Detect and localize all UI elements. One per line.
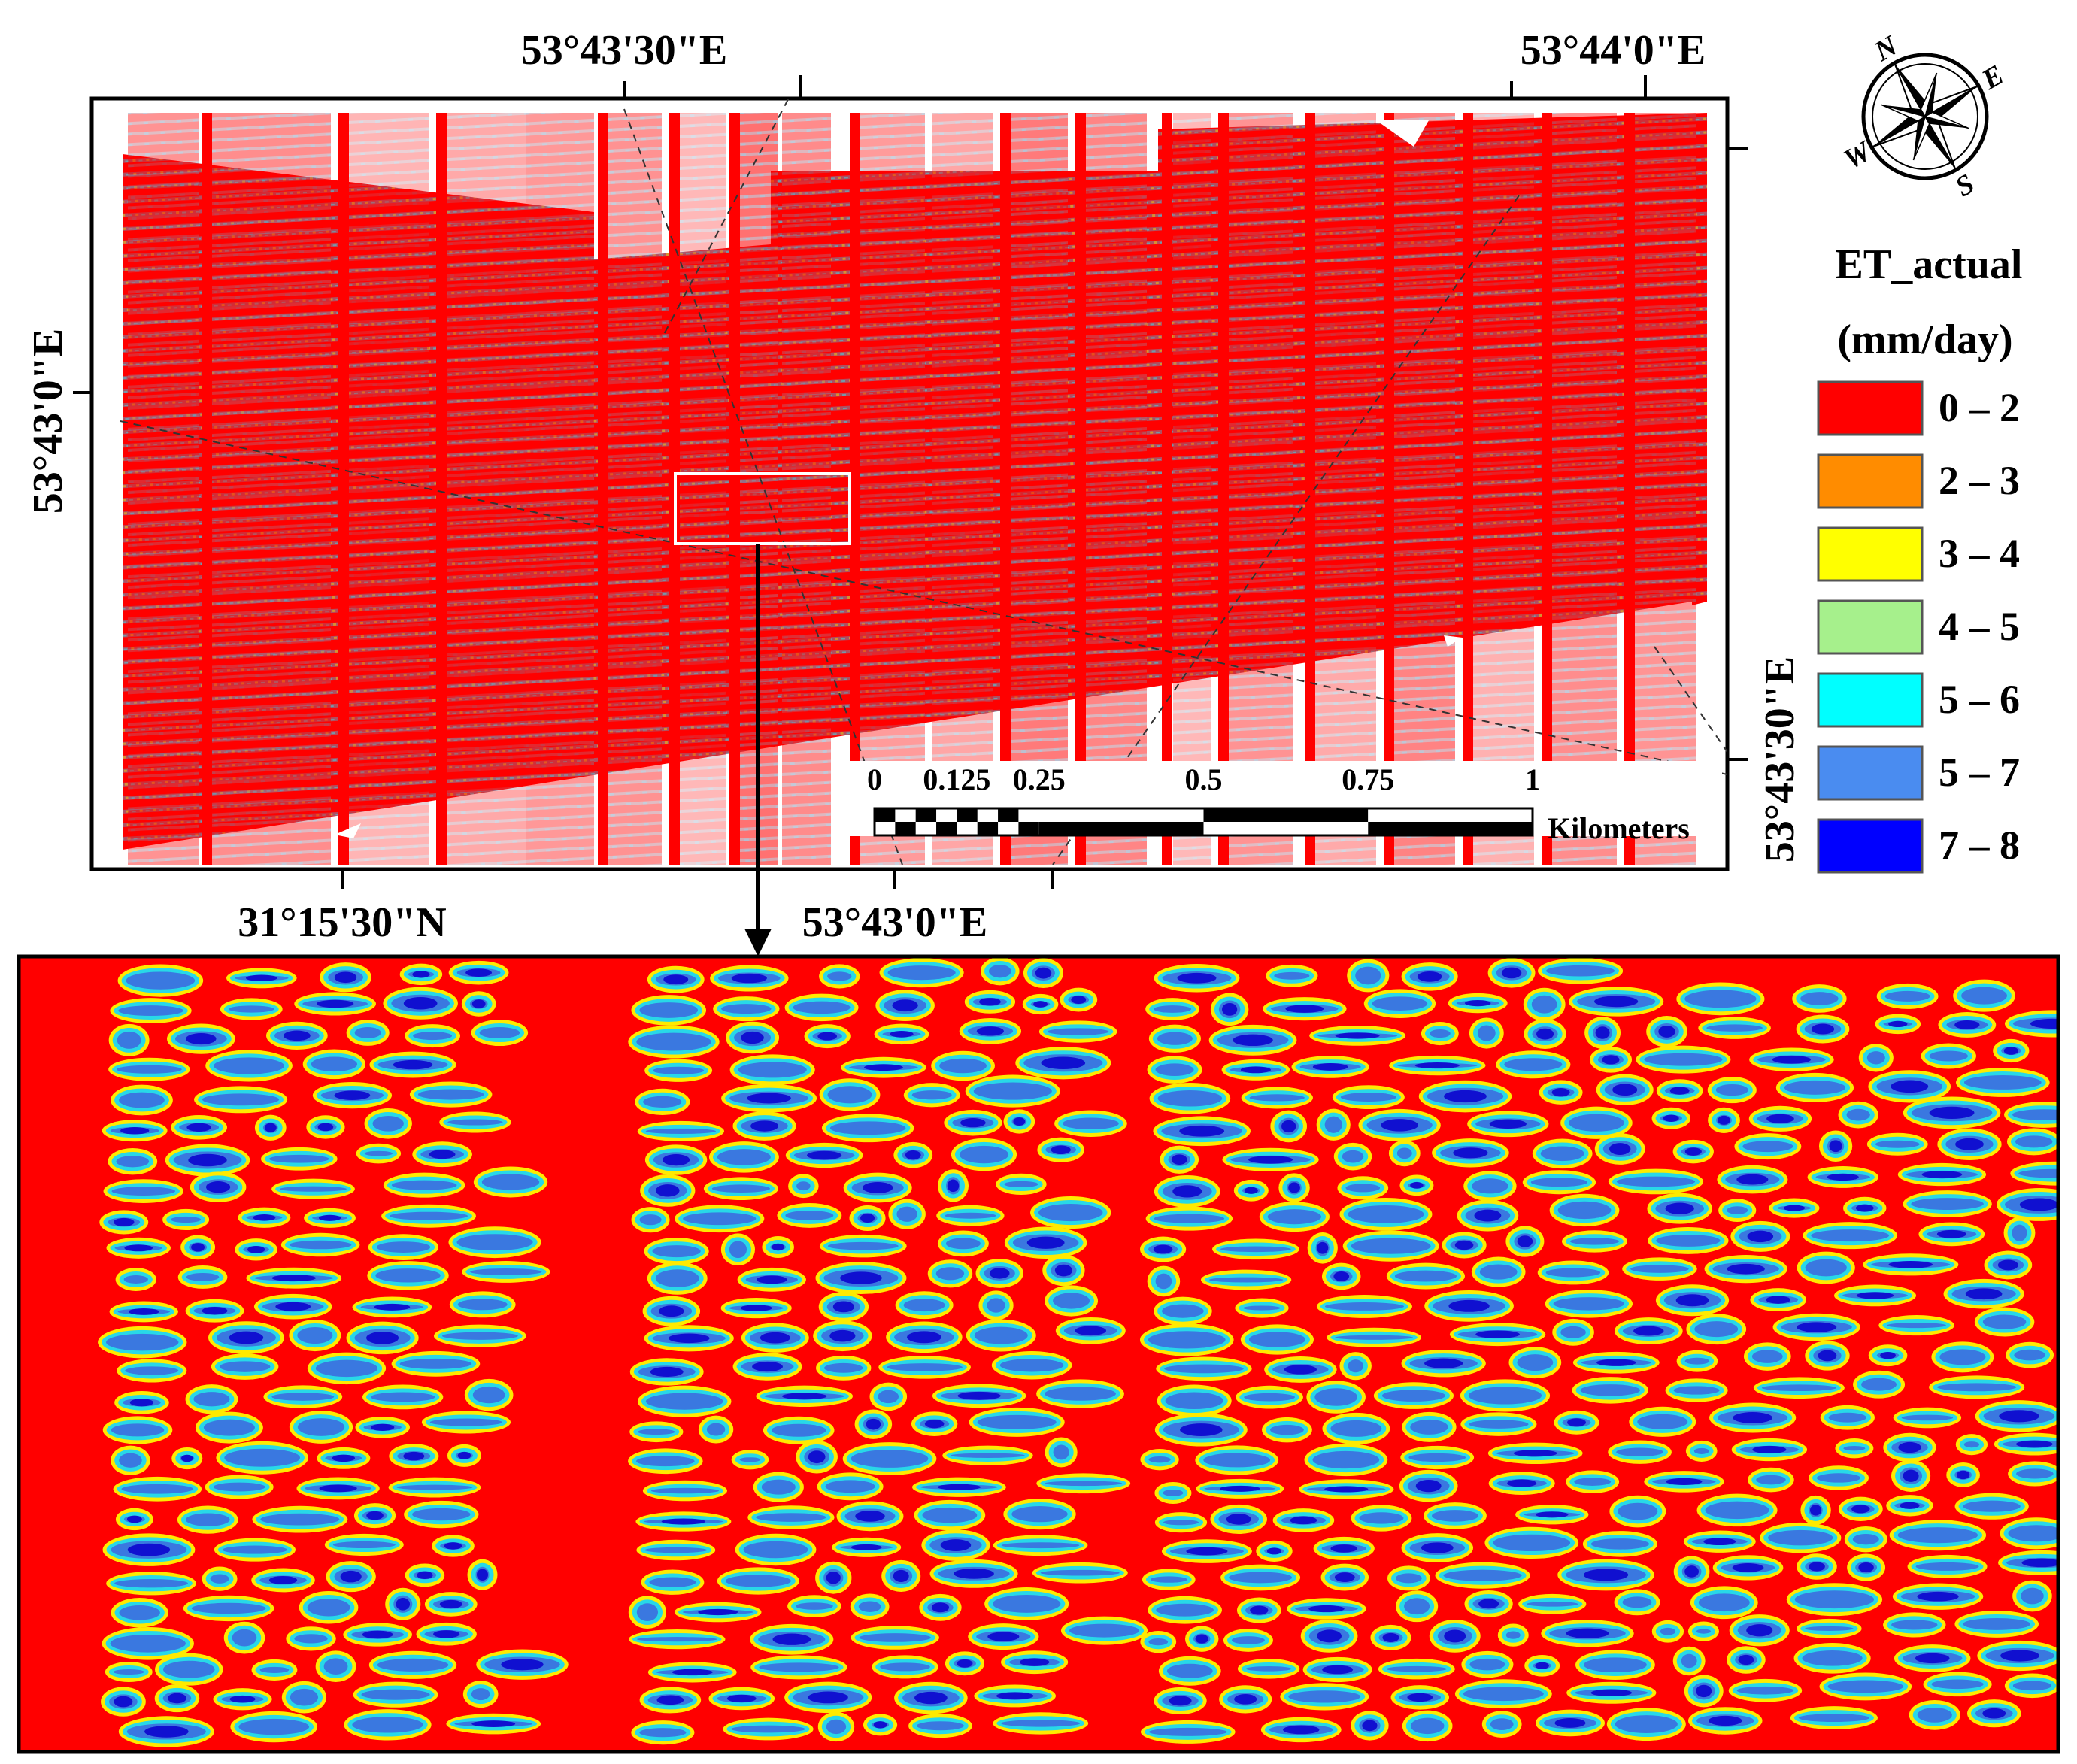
frame-ticks bbox=[73, 75, 1748, 889]
scale-tick-label-4: 0.75 bbox=[1342, 762, 1394, 796]
scale-tick-label-1: 0.125 bbox=[923, 762, 990, 796]
inset-canopy-blobs bbox=[98, 956, 2058, 1747]
legend-swatch-0 bbox=[1817, 380, 1924, 436]
inset-location-box bbox=[674, 472, 851, 545]
legend-title-line2: (mm/day) bbox=[1837, 317, 2012, 363]
compass-w: W bbox=[1839, 135, 1878, 176]
coord-bottom-left: 31°15'30"N bbox=[238, 899, 446, 946]
coord-top-left: 53°43'30"E bbox=[521, 27, 727, 74]
scale-bar: 0 0.125 0.25 0.5 0.75 1 Kilometers bbox=[850, 761, 1722, 845]
legend-title-line1: ET_actual bbox=[1836, 241, 2023, 288]
legend-swatch-5 bbox=[1817, 745, 1924, 801]
inset-frame bbox=[17, 954, 2060, 1754]
compass-s: S bbox=[1950, 168, 1979, 203]
scale-tick-label-3: 0.5 bbox=[1185, 762, 1223, 796]
legend-label-6: 7 – 8 bbox=[1939, 823, 2020, 868]
inset-zoom-map bbox=[17, 954, 2060, 1754]
legend-label-4: 5 – 6 bbox=[1939, 677, 2020, 722]
zoom-arrow bbox=[744, 544, 772, 956]
field-blocks bbox=[128, 113, 1696, 865]
legend-label-3: 4 – 5 bbox=[1939, 604, 2020, 649]
coord-left: 53°43'0"E bbox=[25, 329, 71, 514]
main-map: 53°43'30"E 53°44'0"E 53°43'0"E 53°43'30"… bbox=[25, 27, 1803, 946]
north-arrow-compass: N E S W bbox=[1839, 29, 2009, 203]
legend-swatch-1 bbox=[1817, 453, 1924, 509]
legend-label-2: 3 – 4 bbox=[1939, 531, 2020, 576]
coord-bottom-center: 53°43'0"E bbox=[802, 899, 987, 946]
coord-top-right: 53°44'0"E bbox=[1521, 27, 1706, 74]
legend-swatch-4 bbox=[1817, 672, 1924, 728]
legend: ET_actual (mm/day) 0 – 2 2 – 3 3 – 4 4 – 5 5… bbox=[1817, 241, 2023, 874]
legend-swatch-6 bbox=[1817, 818, 1924, 874]
scale-tick-label-0: 0 bbox=[867, 762, 882, 796]
legend-swatch-3 bbox=[1817, 599, 1924, 655]
legend-label-1: 2 – 3 bbox=[1939, 458, 2020, 503]
legend-swatch-2 bbox=[1817, 526, 1924, 582]
coord-right: 53°43'30"E bbox=[1757, 656, 1803, 862]
legend-label-0: 0 – 2 bbox=[1939, 385, 2020, 430]
scale-tick-label-2: 0.25 bbox=[1013, 762, 1066, 796]
scale-unit-label: Kilometers bbox=[1548, 811, 1690, 845]
scale-tick-label-5: 1 bbox=[1525, 762, 1540, 796]
graticule-lines bbox=[120, 99, 1727, 865]
legend-label-5: 5 – 7 bbox=[1939, 750, 2020, 795]
